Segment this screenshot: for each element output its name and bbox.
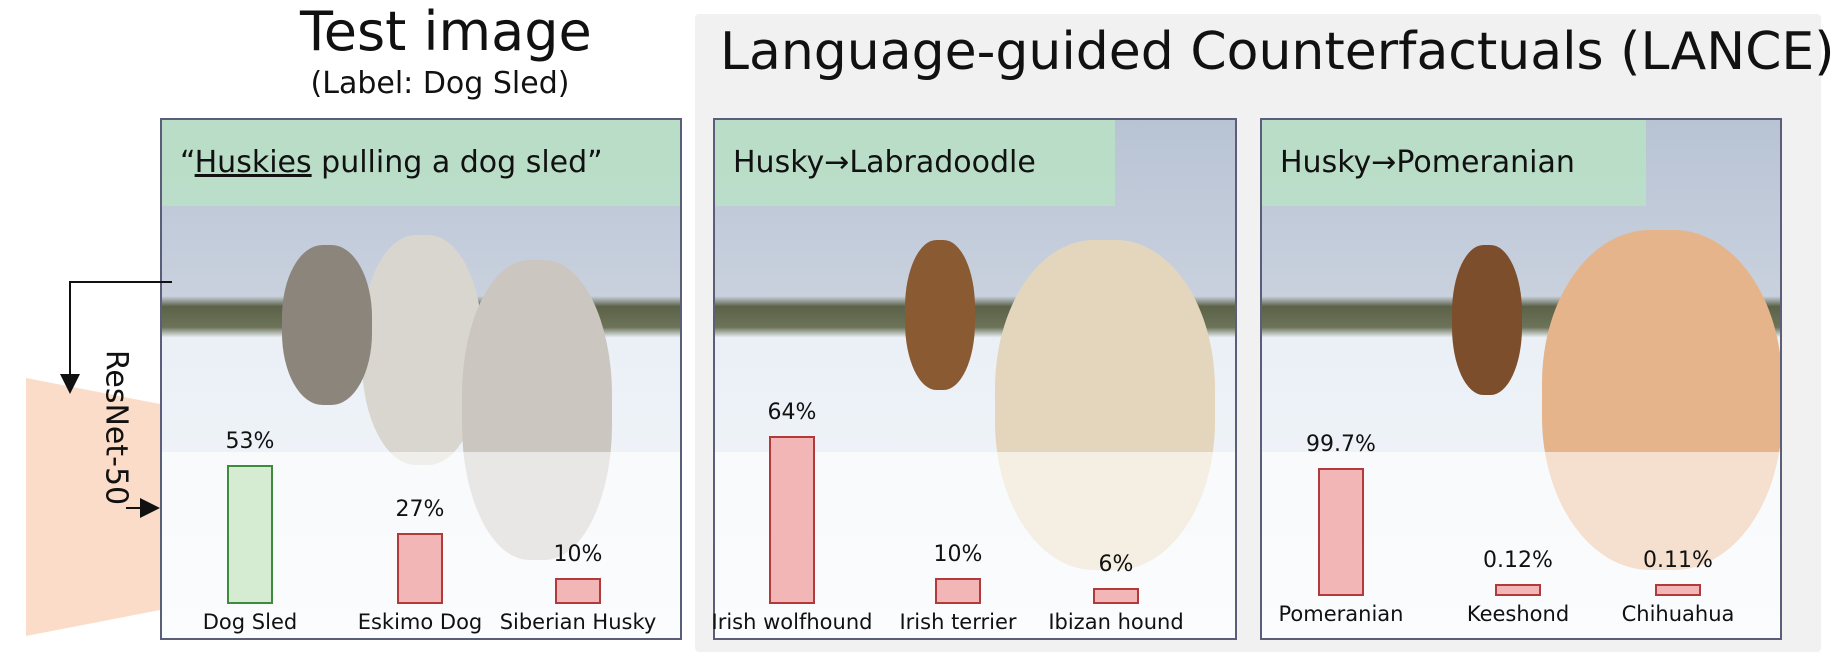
probability-percent: 0.11% xyxy=(1643,548,1713,573)
probability-percent: 64% xyxy=(767,400,817,426)
probability-percent: 10% xyxy=(553,541,603,567)
test-image-label: (Label: Dog Sled) xyxy=(310,66,570,101)
probability-percent: 27% xyxy=(395,497,445,523)
class-label: Irish wolfhound xyxy=(711,610,873,634)
probability-bar xyxy=(227,465,273,604)
probability-bar xyxy=(1495,584,1541,596)
class-label: Chihuahua xyxy=(1621,602,1735,626)
class-label: Dog Sled xyxy=(202,610,298,634)
husky-dog xyxy=(282,245,372,405)
probability-percent: 99.7% xyxy=(1306,432,1376,458)
probability-percent: 53% xyxy=(225,429,275,455)
image-to-model-arrow xyxy=(60,281,172,394)
probability-bar xyxy=(769,436,815,604)
probability-percent: 0.12% xyxy=(1483,548,1553,573)
counterfactual-caption: Husky→Pomeranian xyxy=(1262,120,1646,206)
dog xyxy=(1452,245,1522,395)
probability-bar xyxy=(397,533,443,604)
class-label: Eskimo Dog xyxy=(357,610,483,634)
lance-title: Language-guided Counterfactuals (LANCE) xyxy=(720,22,1834,82)
probability-bar xyxy=(1655,584,1701,596)
probability-bar xyxy=(555,577,601,604)
class-label: Irish terrier xyxy=(899,610,1017,634)
probability-bar xyxy=(935,577,981,604)
test-image-caption: “Huskies pulling a dog sled” xyxy=(162,120,680,206)
counterfactual-caption: Husky→Labradoodle xyxy=(715,120,1115,206)
probability-bar xyxy=(1093,588,1139,604)
probability-bar xyxy=(1318,468,1364,596)
class-label: Siberian Husky xyxy=(499,610,657,634)
class-label: Pomeranian xyxy=(1278,602,1404,626)
probability-percent: 10% xyxy=(933,541,983,567)
class-label: Keeshond xyxy=(1466,602,1570,626)
test-image-title: Test image xyxy=(300,0,592,63)
class-label: Ibizan hound xyxy=(1048,610,1184,634)
dog xyxy=(905,240,975,390)
caption-underlined-word: Huskies xyxy=(194,145,312,180)
probability-percent: 6% xyxy=(1098,552,1134,578)
